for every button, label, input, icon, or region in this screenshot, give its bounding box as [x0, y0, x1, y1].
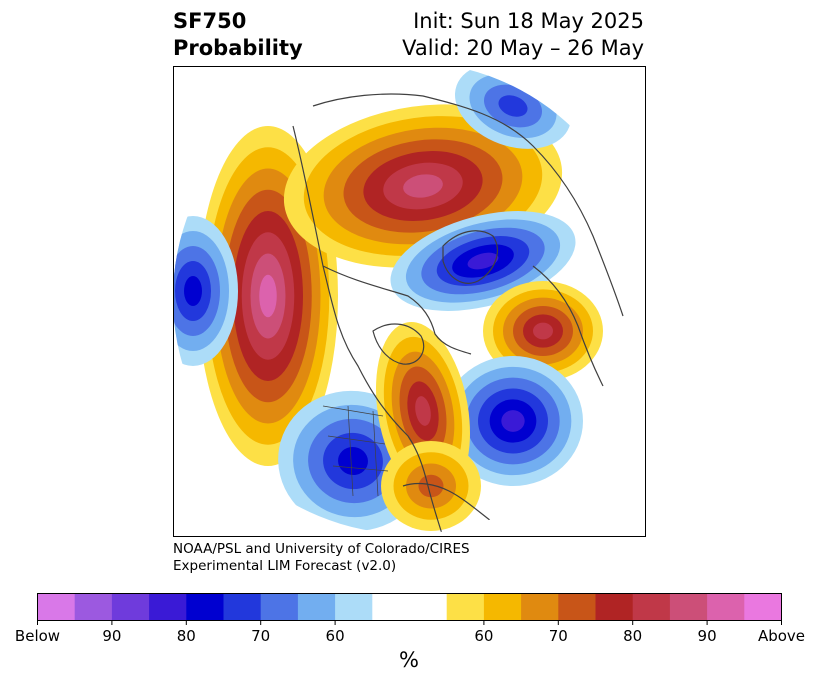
- europe-coastline: [532, 265, 604, 387]
- colorbar-swatch: [409, 593, 448, 621]
- colorbar-swatch: [744, 593, 782, 621]
- colorbar-swatch: [335, 593, 373, 621]
- greenland-coastline: [442, 230, 498, 284]
- colorbar-swatch: [521, 593, 559, 621]
- colorbar-tick-label: 70: [251, 627, 271, 645]
- colorbar-swatch: [372, 593, 410, 621]
- canada-coastline: [322, 265, 472, 355]
- colorbar-tick-label: 80: [623, 627, 643, 645]
- credit-line-2: Experimental LIM Forecast (v2.0): [173, 558, 397, 574]
- colorbar-swatch: [595, 593, 634, 621]
- anomaly-contour: [467, 252, 499, 270]
- colorbar-swatch: [632, 593, 671, 621]
- colorbar-swatch: [297, 593, 336, 621]
- colorbar-tick-label: 80: [176, 627, 196, 645]
- colorbar-swatch: [149, 593, 187, 621]
- metric-label: Probability: [173, 36, 303, 60]
- colorbar-tick-label: 70: [548, 627, 568, 645]
- valid-range: Valid: 20 May – 26 May: [402, 36, 644, 60]
- eurasia-coastline: [312, 93, 624, 317]
- anomaly-contour: [259, 274, 277, 318]
- colorbar-tick-label: 90: [697, 627, 717, 645]
- east-us-above-anomaly: [381, 441, 481, 531]
- anomaly-contour: [498, 95, 528, 117]
- gulf-coastline: [402, 482, 492, 522]
- init-date: Init: Sun 18 May 2025: [413, 9, 644, 33]
- us-state-borders: [322, 405, 389, 497]
- north-atlantic-below-anomaly: [443, 356, 583, 486]
- colorbar-swatch: [483, 593, 522, 621]
- colorbar-tick-label: Above: [757, 627, 806, 645]
- colorbar-swatch: [37, 593, 76, 621]
- colorbar-tick-label: 90: [102, 627, 122, 645]
- probability-colorbar: [37, 593, 782, 625]
- anomaly-contour: [533, 322, 553, 340]
- credit-line-1: NOAA/PSL and University of Colorado/CIRE…: [173, 541, 470, 557]
- colorbar-swatch: [74, 593, 113, 621]
- variable-label: SF750: [173, 9, 247, 33]
- colorbar-swatch: [111, 593, 150, 621]
- colorbar-swatch: [446, 593, 485, 621]
- colorbar-tick-label: 60: [325, 627, 345, 645]
- anomaly-contour: [501, 410, 525, 432]
- anomaly-contour: [415, 396, 431, 426]
- anomaly-contour: [403, 174, 443, 198]
- colorbar-tick-label: Below: [14, 627, 61, 645]
- arctic-above-anomaly: [283, 104, 563, 268]
- colorbar-unit: %: [399, 648, 419, 672]
- colorbar-swatch: [260, 593, 299, 621]
- anomaly-contour: [184, 276, 202, 306]
- colorbar-tick-label: 60: [474, 627, 494, 645]
- forecast-map: [173, 66, 646, 537]
- colorbar-swatch: [186, 593, 224, 621]
- colorbar-swatch: [707, 593, 745, 621]
- anomaly-contour: [338, 446, 368, 476]
- data-credit: NOAA/PSL and University of Colorado/CIRE…: [173, 541, 470, 575]
- anomaly-contour: [418, 474, 444, 498]
- colorbar-swatch: [558, 593, 596, 621]
- chart-title: SF750 Probability: [173, 8, 303, 62]
- colorbar-swatch: [669, 593, 708, 621]
- forecast-dates: Init: Sun 18 May 2025 Valid: 20 May – 26…: [402, 8, 644, 62]
- north-america-coastline: [292, 125, 444, 534]
- colorbar-swatch: [223, 593, 262, 621]
- hudson-bay-coastline: [372, 323, 425, 365]
